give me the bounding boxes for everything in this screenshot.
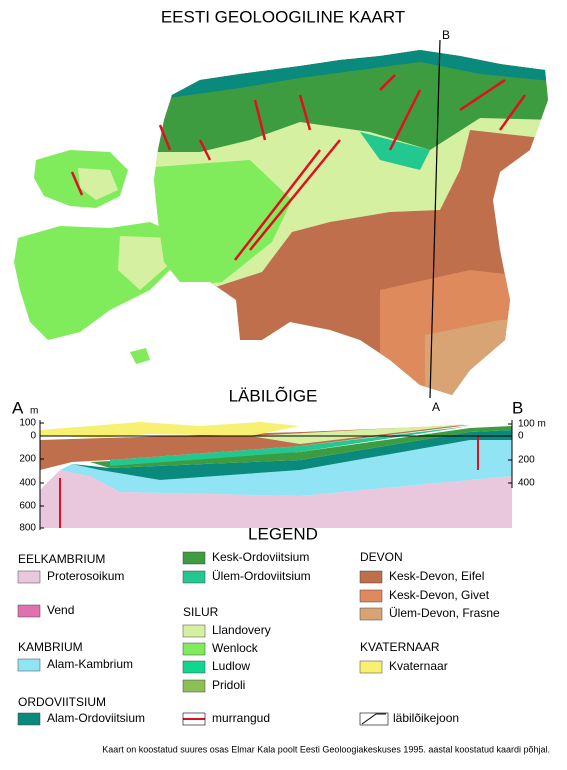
legend-swatch: [17, 712, 41, 726]
legend-heading: EELKAMBRIUM: [18, 552, 105, 566]
depth-label: 200: [518, 455, 535, 466]
symbol-box: [182, 712, 206, 726]
footnote: Kaart on koostatud suures osas Elmar Kal…: [102, 744, 550, 754]
legend-label: Kesk-Ordoviitsium: [212, 550, 309, 564]
legend-heading: ORDOVIITSIUM: [18, 695, 106, 709]
depth-label: 0: [518, 431, 524, 442]
legend-heading: KVATERNAAR: [360, 640, 440, 654]
section-line: [429, 39, 441, 399]
mainland: [154, 50, 548, 395]
legend-label: Llandovery: [212, 623, 271, 637]
section-title: LÄBILÕIGE: [229, 386, 318, 405]
legend-heading: DEVON: [360, 550, 403, 564]
legend-heading: KAMBRIUM: [18, 640, 83, 654]
symbol-label: murrangud: [212, 711, 270, 725]
legend-swatch: [359, 570, 383, 584]
depth-label: 600: [19, 501, 36, 512]
legend-label: Wenlock: [212, 641, 259, 655]
legend-swatch: [182, 642, 206, 656]
section-end: A: [12, 398, 24, 417]
legend-swatch: [182, 551, 206, 565]
legend-swatch: [182, 679, 206, 693]
depth-label: 800: [19, 523, 36, 534]
depth-label: 0: [30, 431, 36, 442]
legend-swatch: [182, 624, 206, 638]
legend-label: Kesk-Devon, Eifel: [389, 569, 484, 583]
faults: [70, 74, 527, 261]
map-label: A: [432, 400, 440, 414]
legend-swatch: [182, 570, 206, 584]
legend-swatch: [17, 604, 41, 618]
legend-label: Proterosoikum: [47, 569, 124, 583]
legend-label: Ülem-Devon, Frasne: [389, 606, 500, 620]
legend-label: Kvaternaar: [389, 659, 448, 673]
symbol-label: läbilõikejoon: [393, 711, 459, 725]
title: EESTI GEOLOOGILINE KAART: [161, 7, 405, 26]
depth-label: 400: [19, 478, 36, 489]
legend-label: Alam-Ordoviitsium: [47, 711, 145, 725]
section-end: B: [512, 398, 523, 417]
legend-label: Pridoli: [212, 678, 245, 692]
section: [40, 420, 512, 528]
legend-swatch: [359, 589, 383, 603]
legend-swatch: [359, 660, 383, 674]
legend-label: Alam-Kambrium: [47, 657, 133, 671]
legend-swatch: [17, 570, 41, 584]
section-unit: m: [30, 406, 38, 417]
legend-label: Ludlow: [212, 659, 250, 673]
legend-heading: SILUR: [183, 605, 219, 619]
depth-label: 400: [518, 478, 535, 489]
legend-title: LEGEND: [248, 524, 318, 543]
legend-swatch: [17, 658, 41, 672]
depth-label: 200: [19, 454, 36, 465]
symbol-box: [359, 712, 389, 726]
depth-label: 100: [19, 418, 36, 429]
legend-swatch: [359, 607, 383, 621]
legend-label: Vend: [47, 603, 74, 617]
legend-swatch: [182, 660, 206, 674]
map-label: B: [442, 28, 450, 42]
islands: [14, 150, 180, 364]
legend-label: Ülem-Ordoviitsium: [212, 569, 311, 583]
legend-label: Kesk-Devon, Givet: [389, 588, 490, 602]
line-symbol: [361, 713, 386, 725]
depth-label: 100 m: [518, 419, 546, 430]
